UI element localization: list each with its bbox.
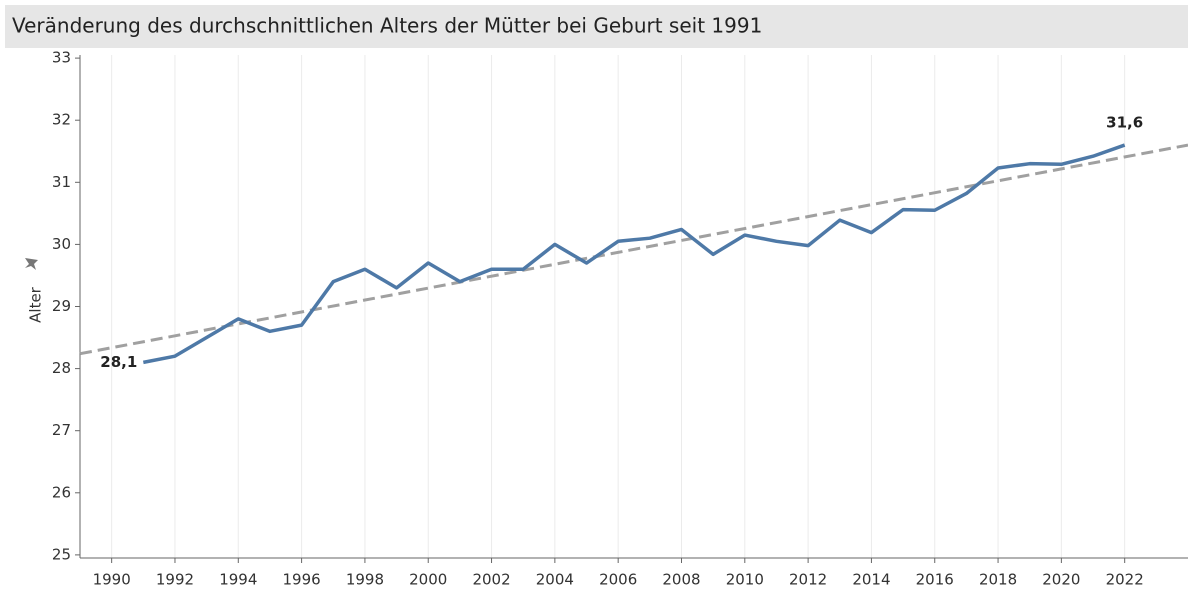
y-tick-label: 33 xyxy=(52,49,71,67)
x-tick-label: 2010 xyxy=(726,571,764,589)
x-tick-label: 2000 xyxy=(409,571,447,589)
line xyxy=(142,143,1126,365)
y-tick-label: 29 xyxy=(52,297,71,315)
x-tick-label: 2016 xyxy=(916,571,954,589)
x-tick-label: 2018 xyxy=(979,571,1017,589)
data-label: 31,6 xyxy=(1106,114,1143,132)
y-tick-label: 30 xyxy=(52,235,71,253)
x-tick-label: 1998 xyxy=(346,571,384,589)
chart-title: Veränderung des durchschnittlichen Alter… xyxy=(12,14,762,38)
x-tick-label: 2008 xyxy=(662,571,700,589)
x-tick-label: 2022 xyxy=(1106,571,1144,589)
trend-line xyxy=(79,143,1188,356)
y-tick-label: 31 xyxy=(52,173,71,191)
y-axis-label: Alter xyxy=(27,286,45,323)
title-bar xyxy=(5,5,1188,48)
x-tick-label: 1992 xyxy=(156,571,194,589)
y-tick-label: 28 xyxy=(52,359,71,377)
y-tick-label: 32 xyxy=(52,111,71,129)
x-tick-label: 1996 xyxy=(283,571,321,589)
x-tick-label: 2002 xyxy=(472,571,510,589)
data-label: 28,1 xyxy=(100,353,137,371)
x-tick-label: 2004 xyxy=(536,571,574,589)
x-tick-label: 1994 xyxy=(219,571,257,589)
x-tick-label: 2012 xyxy=(789,571,827,589)
x-tick-label: 2014 xyxy=(852,571,890,589)
y-tick-label: 25 xyxy=(52,545,71,563)
y-tick-label: 26 xyxy=(52,483,71,501)
y-tick-label: 27 xyxy=(52,421,71,439)
pin-icon xyxy=(25,258,38,270)
x-tick-label: 2020 xyxy=(1042,571,1080,589)
x-tick-label: 1990 xyxy=(93,571,131,589)
x-tick-label: 2006 xyxy=(599,571,637,589)
